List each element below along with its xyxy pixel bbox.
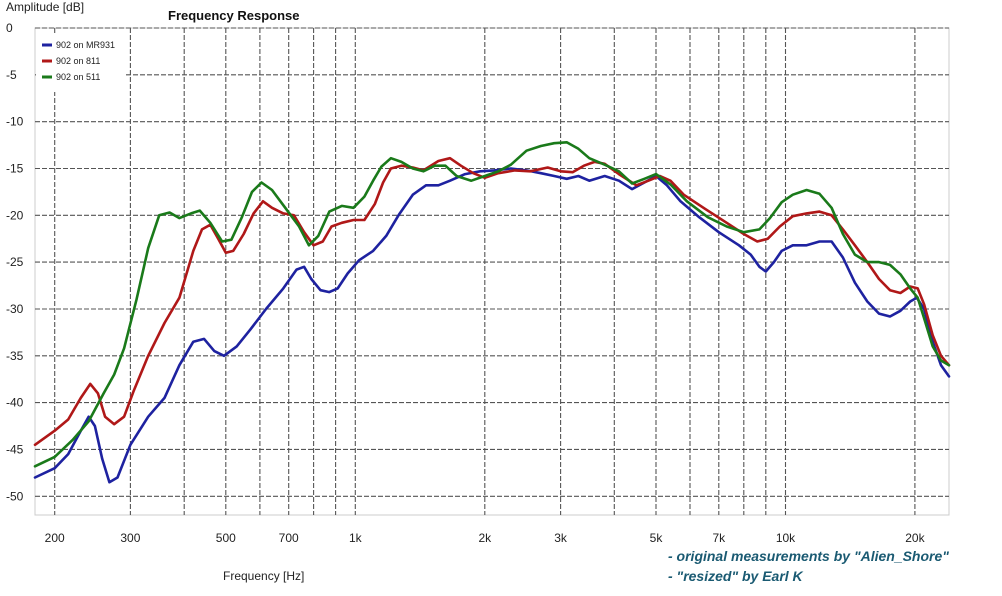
x-tick-label: 10k	[776, 531, 796, 545]
credit-original-measurements: - original measurements by "Alien_Shore"	[668, 548, 949, 564]
x-tick-label: 500	[216, 531, 236, 545]
chart-title: Frequency Response	[168, 8, 300, 23]
y-tick-label: -15	[6, 162, 24, 176]
plot-area	[34, 27, 950, 516]
x-tick-label: 20k	[905, 531, 925, 545]
y-tick-label: -40	[6, 396, 24, 410]
x-tick-label: 5k	[650, 531, 664, 545]
series-line-1	[33, 167, 951, 484]
legend-label-3: 902 on 511	[56, 72, 100, 82]
y-tick-label: -35	[6, 349, 24, 363]
x-tick-label: 3k	[554, 531, 568, 545]
x-tick-label: 300	[120, 531, 140, 545]
y-tick-label: -5	[6, 68, 17, 82]
y-tick-label: -45	[6, 442, 24, 456]
y-tick-label: -50	[6, 489, 24, 503]
x-tick-label: 7k	[712, 531, 726, 545]
legend: 902 on MR931 902 on 811 902 on 511	[42, 40, 115, 82]
y-tick-labels: 0 -5 -10 -15 -20 -25 -30 -35 -40 -45 -50	[6, 21, 24, 503]
series-line-3	[33, 141, 951, 468]
x-tick-label: 1k	[349, 531, 363, 545]
x-axis-label: Frequency [Hz]	[223, 569, 304, 583]
x-tick-label: 200	[45, 531, 65, 545]
y-axis-label: Amplitude [dB]	[6, 0, 84, 14]
y-tick-label: 0	[6, 21, 13, 35]
y-tick-label: -30	[6, 302, 24, 316]
x-tick-label: 700	[279, 531, 299, 545]
legend-label-2: 902 on 811	[56, 56, 100, 66]
x-tick-label: 2k	[478, 531, 492, 545]
grid	[35, 27, 949, 515]
credit-resized-by: - "resized" by Earl K	[668, 568, 803, 584]
y-tick-label: -20	[6, 208, 24, 222]
series-line-2	[33, 156, 951, 447]
x-tick-labels: 200 300 500 700 1k 2k 3k 5k 7k 10k 20k	[45, 531, 926, 545]
legend-label-1: 902 on MR931	[56, 40, 115, 50]
y-tick-label: -25	[6, 255, 24, 269]
y-tick-label: -10	[6, 115, 24, 129]
series-lines	[33, 141, 951, 484]
